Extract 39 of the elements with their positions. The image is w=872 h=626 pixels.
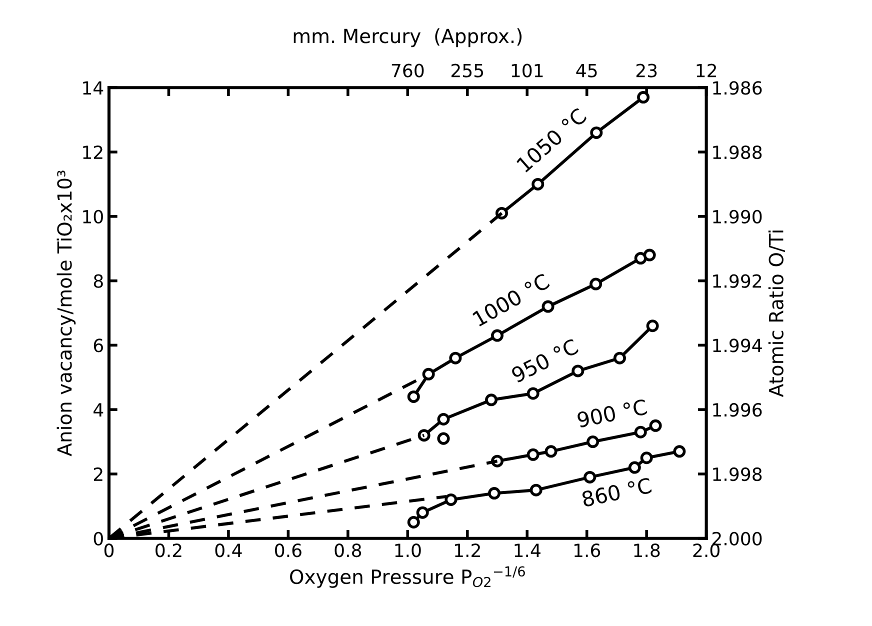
x-tick-label: 0.6 [275,544,302,558]
y-tick-label: 0 [94,532,103,546]
x-tick-label: 0.8 [334,544,362,558]
y2-tick-label: 1.986 [713,81,762,95]
x-tick-label: 1.0 [395,544,421,558]
x-tick-label: 1.4 [514,544,540,557]
x-tick-label: 0.4 [215,544,242,558]
y-tick-label: 4 [94,403,104,416]
x-tick-label: 1.8 [634,544,660,558]
y2-axis-title: Atomic Ratio O/Ti [768,230,786,398]
y2-tick-label: 1.988 [713,145,762,160]
text: 860 °C [581,477,652,508]
text: 45 [576,64,597,78]
x-tick-label: 1.6 [574,544,600,558]
y-tick-label: 12 [83,145,102,159]
y-tick-label: 8 [94,274,103,288]
y-tick-label: 14 [83,81,104,94]
y-tick-label: 2 [94,467,102,481]
y-tick-label: 6 [94,338,103,352]
text: 101 [512,64,543,78]
text: 12 [696,64,716,78]
text: 760 [392,64,424,78]
text: mm. Mercury (Approx.) [294,28,522,48]
y2-tick-label: 1.996 [713,403,762,417]
x-tick-label: 1.2 [455,544,480,557]
x-axis-title: Oxygen Pressure P$_{O2}$$^{−1/6}$ [290,566,525,588]
text: 255 [451,64,484,78]
y-axis-title: Anion vacancy/mole TiO₂x10³ [56,170,76,456]
text: 900 °C [576,398,648,428]
y2-tick-label: 1.998 [713,467,762,482]
x-tick-label: 0 [104,544,114,558]
y-tick-label: 10 [83,210,103,224]
text: 23 [636,64,657,78]
x-tick-label: 0.2 [156,544,182,558]
y2-tick-label: 1.992 [713,274,762,288]
y2-tick-label: 1.994 [713,338,762,352]
y2-tick-label: 1.990 [713,210,762,224]
text: 950 °C [510,338,580,384]
y2-tick-label: 2.000 [712,532,762,546]
